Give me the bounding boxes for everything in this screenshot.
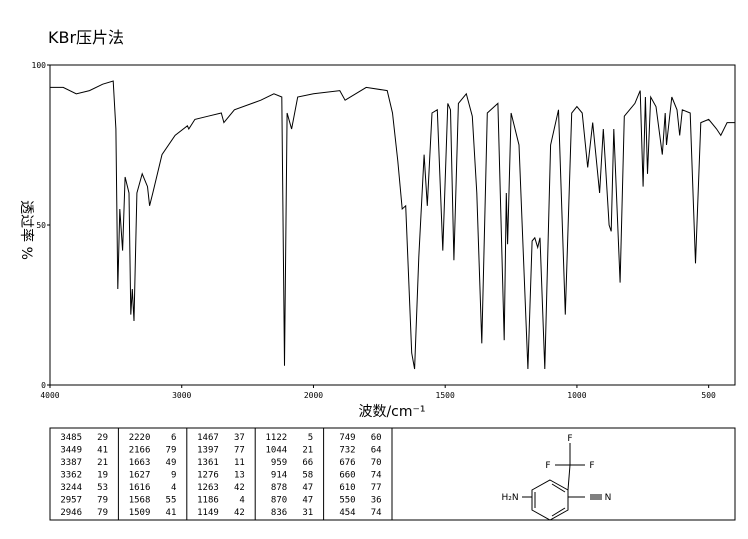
peak-transmittance: 19: [97, 471, 108, 481]
atom-label: F: [567, 434, 572, 444]
peak-transmittance: 21: [302, 446, 313, 456]
y-axis-label: 透过率 %: [18, 200, 35, 260]
atom-label: H₂N: [501, 493, 518, 503]
peak-wavenumber: 3244: [60, 483, 82, 493]
peak-transmittance: 47: [302, 483, 313, 493]
peak-wavenumber: 3362: [60, 471, 82, 481]
peak-transmittance: 42: [234, 508, 245, 518]
peak-transmittance: 70: [371, 458, 382, 468]
molecule: [522, 443, 602, 521]
x-axis-label: 波数/cm⁻¹: [358, 404, 425, 420]
peak-wavenumber: 914: [271, 471, 287, 481]
peak-transmittance: 74: [371, 471, 382, 481]
peak-transmittance: 9: [171, 471, 176, 481]
peak-wavenumber: 1361: [197, 458, 219, 468]
peak-wavenumber: 1568: [129, 496, 151, 506]
peak-wavenumber: 749: [339, 433, 355, 443]
x-tick-label: 2000: [304, 391, 323, 400]
atom-label: N: [605, 493, 612, 503]
peak-transmittance: 5: [308, 433, 313, 443]
peak-transmittance: 47: [302, 496, 313, 506]
peak-transmittance: 29: [97, 433, 108, 443]
peak-transmittance: 11: [234, 458, 245, 468]
x-tick-label: 500: [701, 391, 716, 400]
y-tick-label: 50: [36, 221, 46, 230]
peak-wavenumber: 1186: [197, 496, 219, 506]
peak-transmittance: 21: [97, 458, 108, 468]
peak-wavenumber: 1276: [197, 471, 219, 481]
peak-wavenumber: 959: [271, 458, 287, 468]
peak-wavenumber: 1263: [197, 483, 219, 493]
chart-title: KBr压片法: [48, 28, 124, 47]
peak-wavenumber: 1627: [129, 471, 151, 481]
x-tick-label: 1500: [436, 391, 455, 400]
peak-wavenumber: 676: [339, 458, 355, 468]
peak-wavenumber: 3387: [60, 458, 82, 468]
peak-wavenumber: 1467: [197, 433, 219, 443]
peak-transmittance: 66: [302, 458, 313, 468]
peak-wavenumber: 3449: [60, 446, 82, 456]
x-tick-label: 4000: [40, 391, 59, 400]
peak-wavenumber: 2957: [60, 496, 82, 506]
atom-label: F: [589, 461, 594, 471]
peak-wavenumber: 2166: [129, 446, 151, 456]
peak-transmittance: 49: [166, 458, 177, 468]
peak-transmittance: 13: [234, 471, 245, 481]
atom-label: F: [545, 461, 550, 471]
x-tick-label: 1000: [567, 391, 586, 400]
peak-transmittance: 74: [371, 508, 382, 518]
peak-wavenumber: 660: [339, 471, 355, 481]
peak-wavenumber: 732: [339, 446, 355, 456]
y-tick-label: 100: [32, 61, 47, 70]
peak-wavenumber: 1663: [129, 458, 151, 468]
peak-transmittance: 79: [97, 508, 108, 518]
peak-wavenumber: 1149: [197, 508, 219, 518]
peak-transmittance: 79: [97, 496, 108, 506]
peak-transmittance: 64: [371, 446, 382, 456]
peak-transmittance: 36: [371, 496, 382, 506]
peak-wavenumber: 1616: [129, 483, 151, 493]
peak-wavenumber: 870: [271, 496, 287, 506]
peak-transmittance: 4: [239, 496, 244, 506]
peak-transmittance: 53: [97, 483, 108, 493]
peak-wavenumber: 610: [339, 483, 355, 493]
peak-wavenumber: 836: [271, 508, 287, 518]
peak-transmittance: 77: [371, 483, 382, 493]
peak-wavenumber: 2946: [60, 508, 82, 518]
peak-transmittance: 42: [234, 483, 245, 493]
peak-wavenumber: 454: [339, 508, 355, 518]
x-tick-label: 3000: [172, 391, 191, 400]
peak-transmittance: 41: [97, 446, 108, 456]
peak-transmittance: 31: [302, 508, 313, 518]
peak-wavenumber: 1044: [266, 446, 288, 456]
peak-transmittance: 6: [171, 433, 176, 443]
peak-wavenumber: 1122: [266, 433, 288, 443]
peak-wavenumber: 2220: [129, 433, 151, 443]
peak-transmittance: 79: [166, 446, 177, 456]
peak-wavenumber: 1397: [197, 446, 219, 456]
peak-wavenumber: 878: [271, 483, 287, 493]
peak-transmittance: 60: [371, 433, 382, 443]
peak-wavenumber: 3485: [60, 433, 82, 443]
peak-transmittance: 4: [171, 483, 176, 493]
peak-transmittance: 77: [234, 446, 245, 456]
peak-transmittance: 55: [166, 496, 177, 506]
spectrum-line: [50, 80, 735, 370]
peak-transmittance: 37: [234, 433, 245, 443]
peak-wavenumber: 1509: [129, 508, 151, 518]
y-tick-label: 0: [41, 381, 46, 390]
peak-transmittance: 41: [166, 508, 177, 518]
peak-wavenumber: 550: [339, 496, 355, 506]
peak-transmittance: 58: [302, 471, 313, 481]
